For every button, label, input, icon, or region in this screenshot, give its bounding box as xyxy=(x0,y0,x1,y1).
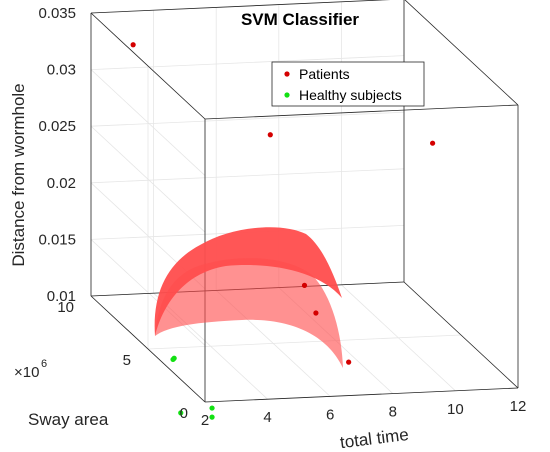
legend-label-healthy: Healthy subjects xyxy=(299,87,402,103)
z-tick-label: 0.03 xyxy=(47,62,76,79)
axes-edge xyxy=(204,387,519,403)
axes-edge xyxy=(404,0,519,106)
decision-surface xyxy=(154,227,343,368)
z-tick-label: 0.015 xyxy=(38,231,76,248)
grid xyxy=(90,0,519,403)
y-exponent-label: ×10 6 xyxy=(14,358,47,381)
x-tick-label: 2 xyxy=(201,412,209,429)
grid-line xyxy=(147,334,462,350)
axes-edge xyxy=(90,0,391,14)
patient-point xyxy=(313,310,319,316)
x-tick-label: 10 xyxy=(447,401,464,418)
patient-point xyxy=(301,282,308,288)
healthy-point xyxy=(178,410,184,416)
healthy-point xyxy=(209,414,215,420)
z-tick-label: 0.025 xyxy=(38,118,76,135)
z-tick-label: 0.02 xyxy=(47,175,76,192)
y-tick-label: 0 xyxy=(180,405,188,422)
x-axis-label: total time xyxy=(339,425,410,452)
grid-line xyxy=(90,168,405,184)
healthy-point xyxy=(209,405,215,411)
legend: Patients Healthy subjects xyxy=(271,61,425,107)
y-exponent-power: 6 xyxy=(41,358,47,370)
surface-front xyxy=(155,258,343,368)
y-exponent-base: ×10 xyxy=(14,364,39,381)
y-tick-label: 10 xyxy=(57,299,74,316)
patient-point xyxy=(346,359,352,365)
legend-label-patients: Patients xyxy=(299,66,350,82)
z-tick-label: 0.01 xyxy=(47,288,76,305)
patient-point xyxy=(430,140,436,146)
x-tick-label: 12 xyxy=(510,398,527,415)
x-tick-label: 8 xyxy=(389,404,397,421)
x-tick-label: 4 xyxy=(263,409,271,426)
axes-edge xyxy=(90,295,206,403)
axes-edge xyxy=(403,281,519,389)
grid-line xyxy=(90,111,405,127)
patient-point xyxy=(267,132,273,138)
x-tick-label: 6 xyxy=(326,406,334,423)
patient-point xyxy=(130,42,136,48)
axes-edge xyxy=(90,12,206,120)
legend-box xyxy=(271,61,425,107)
surface-back xyxy=(154,227,342,336)
axes-box xyxy=(90,0,519,403)
y-tick-label: 5 xyxy=(123,352,131,369)
z-axis-label: Distance from wormhole xyxy=(9,83,28,266)
y-axis-label: Sway area xyxy=(28,410,109,429)
data-points xyxy=(130,42,436,420)
grid-line xyxy=(341,284,456,392)
healthy-point xyxy=(170,356,176,363)
axes-edge xyxy=(204,104,519,120)
legend-marker-patients xyxy=(284,71,290,77)
legend-marker-healthy xyxy=(284,92,290,98)
grid-line xyxy=(90,55,405,70)
z-tick-label: 0.035 xyxy=(38,5,76,22)
chart-title: SVM Classifier xyxy=(241,10,359,29)
